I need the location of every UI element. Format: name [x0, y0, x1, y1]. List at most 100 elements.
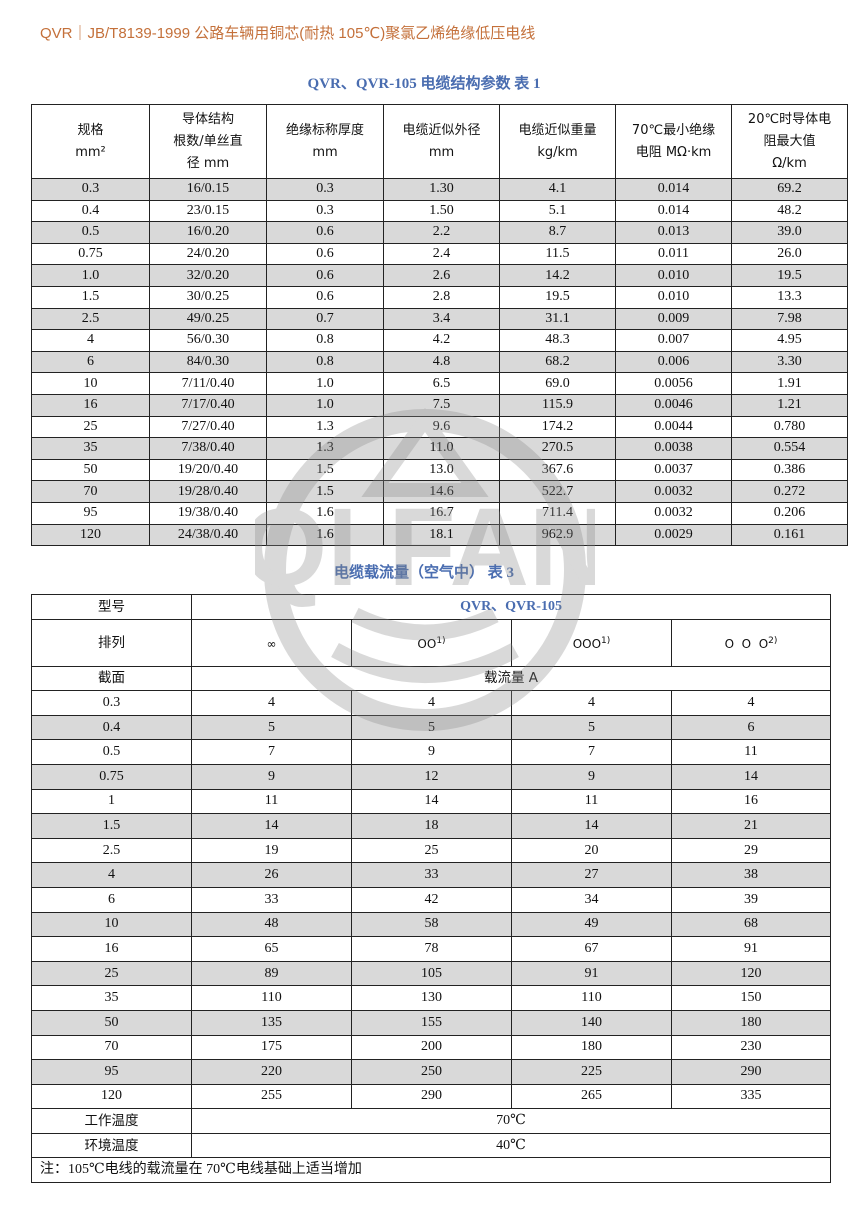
- table-row: 95 220 250 225 290: [31, 1059, 832, 1085]
- table-cell: 0.014: [615, 178, 732, 201]
- table-cell: 0.6: [266, 242, 384, 266]
- table-cell: 31.1: [499, 307, 616, 331]
- table-cell: 10: [31, 911, 192, 938]
- table-cell: 14.2: [499, 264, 616, 287]
- table-cell: 230: [670, 1034, 832, 1061]
- table-cell: 110: [511, 985, 672, 1011]
- table-cell: 9: [191, 763, 352, 790]
- table-cell: 0.006: [615, 350, 732, 374]
- table-cell: 367.6: [499, 458, 616, 482]
- table-cell: 65: [191, 936, 352, 962]
- table-cell: 0.013: [615, 221, 732, 244]
- table-cell: 48.2: [731, 199, 848, 223]
- table-cell: 4: [670, 690, 832, 716]
- table-cell: 2.5: [31, 307, 150, 331]
- table-cell: 69.2: [731, 178, 848, 201]
- table-cell: 91: [670, 936, 832, 962]
- table-cell: 0.75: [31, 242, 150, 266]
- table-cell: 0.3: [31, 690, 192, 716]
- table-cell: 4: [191, 690, 352, 716]
- table-cell: 33: [351, 862, 512, 888]
- table-cell: 25: [351, 837, 512, 864]
- table-cell: 70: [31, 1034, 192, 1061]
- table-cell: 24/38/0.40: [149, 523, 267, 547]
- table-cell: 50: [31, 458, 150, 482]
- table-row: 35 7/38/0.40 1.3 11.0 270.5 0.0038 0.554: [31, 437, 848, 460]
- table-cell: 19/38/0.40: [149, 501, 267, 525]
- arrangement-icon: O O O2): [670, 618, 832, 667]
- table-cell: 14: [191, 813, 352, 839]
- header-line: Ω/km: [772, 155, 807, 171]
- table-row: 120 255 290 265 335: [31, 1083, 832, 1110]
- table-cell: 4: [351, 690, 512, 716]
- table-row: 25 7/27/0.40 1.3 9.6 174.2 0.0044 0.780: [31, 415, 848, 439]
- table-cell: 1.0: [266, 393, 384, 417]
- table-row: 0.75 24/0.20 0.6 2.4 11.5 0.011 26.0: [31, 242, 848, 266]
- arrangement-row: 排列 ∞ OO1) OOO1) O O O2): [31, 618, 832, 667]
- table-cell: 0.011: [615, 242, 732, 266]
- table-cell: 9: [511, 763, 672, 790]
- table1-caption: QVR、QVR-105 电缆结构参数 表 1: [307, 76, 541, 92]
- table-cell: 0.554: [731, 437, 848, 460]
- table-row: 95 19/38/0.40 1.6 16.7 711.4 0.0032 0.206: [31, 501, 848, 525]
- table-cell: 150: [670, 985, 832, 1011]
- table-cell: 39.0: [731, 221, 848, 244]
- table-cell: 5.1: [499, 199, 616, 223]
- table-cell: 120: [670, 960, 832, 987]
- table-cell: 19/28/0.40: [149, 480, 267, 503]
- table-cell: 8.7: [499, 221, 616, 244]
- cable-arrangement-glyph: OOO: [572, 637, 602, 652]
- header-line: 径 mm: [186, 155, 230, 171]
- table1-header-cell: 绝缘标称厚度 mm: [266, 104, 384, 179]
- table-cell: 5: [511, 714, 672, 741]
- table-cell: 11: [191, 788, 352, 815]
- table-cell: 48.3: [499, 329, 616, 352]
- table-cell: 0.0056: [615, 372, 732, 395]
- table-cell: 1.3: [266, 437, 384, 460]
- table-cell: 32/0.20: [149, 264, 267, 287]
- header-line: 绝缘标称厚度: [285, 122, 364, 138]
- table2-caption: 电缆载流量（空气中） 表 3: [333, 565, 514, 581]
- note-row: 注：105℃电线的载流量在 70℃电线基础上适当增加: [30, 1157, 832, 1184]
- table-row: 4 26 33 27 38: [31, 862, 832, 888]
- table-cell: 58: [351, 911, 512, 938]
- ambient-temp-label: 环境温度: [31, 1132, 192, 1159]
- table-cell: 4.2: [383, 329, 500, 352]
- table-cell: 0.007: [615, 329, 732, 352]
- table-cell: 290: [670, 1059, 832, 1085]
- header-line: 根数/单丝直: [173, 133, 243, 149]
- table-row: 0.3 16/0.15 0.3 1.30 4.1 0.014 69.2: [31, 178, 848, 201]
- table-cell: 0.272: [731, 480, 848, 503]
- table-cell: 16.7: [383, 501, 500, 525]
- table-cell: 220: [191, 1059, 352, 1085]
- table-cell: 10: [31, 372, 150, 395]
- table-row: 0.4 5 5 5 6: [31, 714, 832, 741]
- table-cell: 19/20/0.40: [149, 458, 267, 482]
- table-cell: 16: [31, 393, 150, 417]
- table-cell: 26: [191, 862, 352, 888]
- cable-structure-table: 规格 mm² 导体结构 根数/单丝直径 mm 绝缘标称厚度 mm 电缆近似外径 mm 电缆近似重…: [31, 104, 848, 547]
- table-cell: 2.2: [383, 221, 500, 244]
- table-cell: 35: [31, 985, 192, 1011]
- table-cell: 1.5: [266, 458, 384, 482]
- header-line: 70℃最小绝缘: [631, 122, 716, 138]
- table-row: 50 135 155 140 180: [31, 1009, 832, 1036]
- table-cell: 6: [670, 714, 832, 741]
- model-label: 型号: [31, 594, 192, 620]
- table1-header-cell: 导体结构 根数/单丝直径 mm: [149, 104, 267, 179]
- table-cell: 69.0: [499, 372, 616, 395]
- table-cell: 29: [670, 837, 832, 864]
- table-cell: 0.0046: [615, 393, 732, 417]
- table-cell: 6.5: [383, 372, 500, 395]
- table-cell: 70: [31, 480, 150, 503]
- working-temp-row: 工作温度 70℃: [31, 1108, 832, 1134]
- table-cell: 7/27/0.40: [149, 415, 267, 439]
- table-cell: 0.014: [615, 199, 732, 223]
- table-cell: 14: [511, 813, 672, 839]
- table-row: 2.5 49/0.25 0.7 3.4 31.1 0.009 7.98: [31, 307, 848, 331]
- working-temp-value: 70℃: [190, 1108, 832, 1134]
- footnote-mark: 1): [601, 636, 611, 647]
- header-line: 电阻 MΩ·km: [635, 144, 712, 160]
- table-cell: 2.5: [31, 837, 192, 864]
- table-cell: 1.5: [31, 285, 150, 309]
